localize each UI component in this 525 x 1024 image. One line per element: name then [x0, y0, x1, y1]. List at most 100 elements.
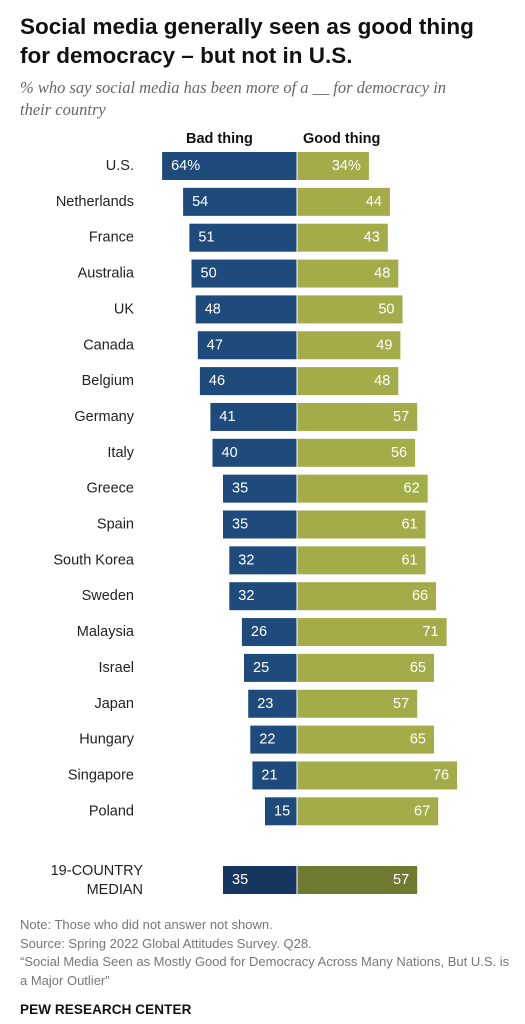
value-label-bad: 21	[261, 767, 277, 783]
notes: Note: Those who did not answer not shown…	[20, 916, 510, 990]
bar-good	[297, 546, 426, 575]
value-label-good: 65	[410, 660, 426, 676]
bar-good	[297, 510, 426, 539]
category-label: Poland	[89, 803, 134, 819]
column-header-good: Good thing	[303, 131, 381, 147]
category-label: Singapore	[68, 767, 134, 783]
bar-good	[297, 797, 439, 826]
bar-bad	[189, 223, 297, 252]
value-label-good: 65	[410, 732, 426, 748]
bar-good	[297, 653, 434, 682]
bar-bad	[210, 402, 297, 431]
category-label: Belgium	[82, 373, 134, 389]
value-label-bad: 15	[274, 803, 290, 819]
bar-good	[297, 474, 428, 503]
bar-bad	[248, 689, 297, 718]
category-label: Japan	[94, 696, 134, 712]
bar-bad	[250, 725, 297, 754]
bar-bad	[223, 474, 297, 503]
bar-bad	[265, 797, 297, 826]
value-label-good: 44	[366, 194, 382, 210]
value-label-bad: 41	[219, 409, 235, 425]
value-label-bad: 46	[209, 373, 225, 389]
bar-bad	[212, 438, 297, 467]
value-label-good: 48	[374, 266, 390, 282]
value-label-good: 61	[401, 517, 417, 533]
bar-good	[297, 295, 403, 324]
chart-title: Social media generally seen as good thin…	[20, 14, 474, 68]
value-label-good: 67	[414, 803, 430, 819]
value-label-good: 49	[376, 337, 392, 353]
category-label: South Korea	[53, 552, 135, 568]
category-label: Israel	[99, 660, 134, 676]
median-label-line: MEDIAN	[87, 882, 143, 898]
category-label: UK	[114, 301, 134, 317]
report-title-line: “Social Media Seen as Mostly Good for De…	[20, 954, 510, 988]
value-label-bad: 47	[207, 337, 223, 353]
value-label-good: 71	[422, 624, 438, 640]
value-label-bad: 40	[222, 445, 238, 461]
bar-good	[297, 187, 390, 216]
category-label: Australia	[78, 266, 135, 282]
bar-bad	[191, 259, 297, 288]
value-label-bad: 50	[201, 266, 217, 282]
value-label-bad: 23	[257, 696, 273, 712]
median-label-line: 19-COUNTRY	[51, 863, 144, 879]
value-label-bad: 32	[238, 552, 254, 568]
value-label-bad: 25	[253, 660, 269, 676]
bar-bad	[252, 761, 297, 790]
value-label-good: 61	[401, 552, 417, 568]
median-bar-bad	[223, 866, 297, 894]
bar-bad	[162, 152, 297, 180]
value-label-bad: 51	[198, 230, 214, 246]
pew-logo-text: PEW RESEARCH CENTER	[20, 1002, 192, 1017]
bar-bad	[229, 582, 297, 611]
value-label-bad: 32	[238, 588, 254, 604]
category-label: France	[89, 230, 134, 246]
bar-good	[297, 618, 447, 647]
column-header-bad: Bad thing	[186, 131, 253, 147]
bar-bad	[241, 618, 297, 647]
value-label-bad: 22	[259, 732, 275, 748]
bar-good	[297, 331, 401, 360]
bar-good	[297, 259, 399, 288]
category-label: Germany	[74, 409, 134, 425]
bar-good	[297, 367, 399, 396]
bar-good	[297, 223, 388, 252]
value-label-good: 76	[433, 767, 449, 783]
diverging-bar-chart: U.S. 64% 34% Netherlands 54 44 France 51 43 Austr…	[51, 152, 458, 898]
bar-good	[297, 761, 458, 790]
value-label-good: 43	[364, 230, 380, 246]
category-label: Hungary	[79, 732, 135, 748]
value-label-good: 57	[393, 409, 409, 425]
bar-good	[297, 582, 437, 611]
category-label: Spain	[97, 517, 134, 533]
chart-subtitle: % who say social media has been more of …	[20, 78, 447, 119]
bar-bad	[229, 546, 297, 575]
note-line: Note: Those who did not answer not shown…	[20, 917, 273, 932]
median-value-good: 57	[393, 872, 409, 888]
bar-bad	[195, 295, 297, 324]
bar-good	[297, 689, 418, 718]
category-label: Greece	[86, 481, 134, 497]
value-label-good: 34%	[332, 158, 361, 174]
value-label-good: 48	[374, 373, 390, 389]
median-value-bad: 35	[232, 872, 248, 888]
value-label-bad: 48	[205, 301, 221, 317]
value-label-bad: 26	[251, 624, 267, 640]
category-label: Italy	[107, 445, 134, 461]
value-label-good: 66	[412, 588, 428, 604]
bar-good	[297, 725, 434, 754]
value-label-bad: 54	[192, 194, 208, 210]
value-label-bad: 35	[232, 481, 248, 497]
value-label-good: 62	[404, 481, 420, 497]
bar-bad	[197, 331, 297, 360]
value-label-good: 50	[378, 301, 394, 317]
bar-bad	[223, 510, 297, 539]
bar-bad	[183, 187, 297, 216]
category-label: Netherlands	[56, 194, 134, 210]
value-label-bad: 64%	[171, 158, 200, 174]
bar-good	[297, 402, 418, 431]
value-label-good: 57	[393, 696, 409, 712]
bar-good	[297, 438, 416, 467]
